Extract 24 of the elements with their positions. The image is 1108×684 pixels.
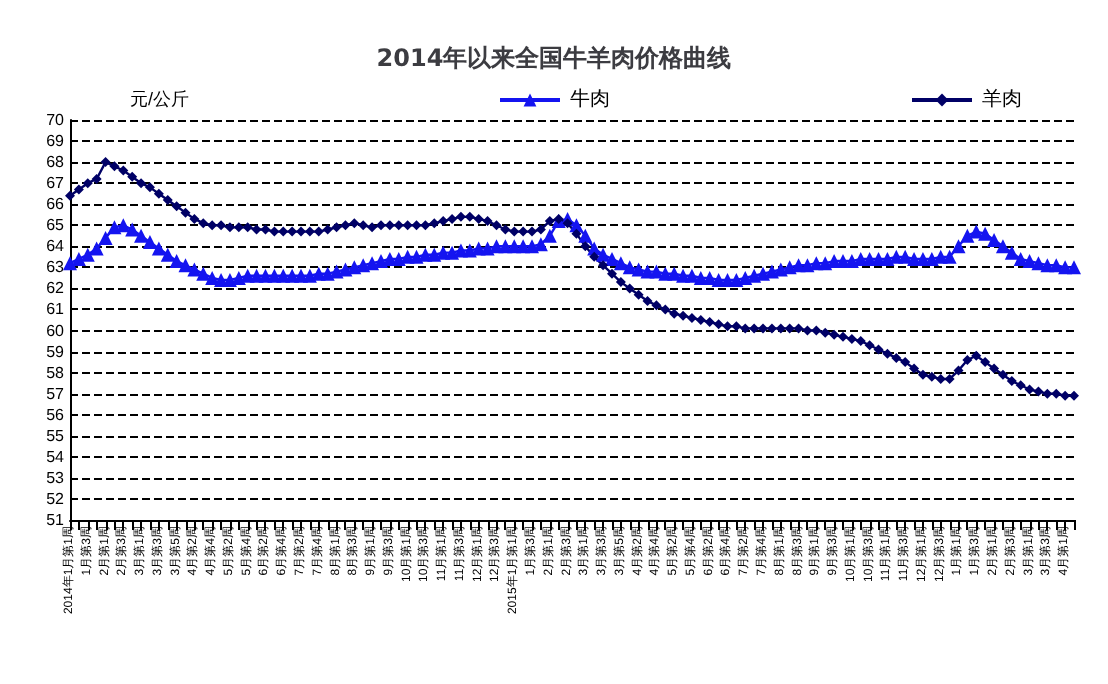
y-tick-label: 68 bbox=[46, 153, 66, 172]
y-tick-label: 60 bbox=[46, 321, 66, 340]
y-tick-label: 63 bbox=[46, 258, 66, 277]
y-tick-label: 65 bbox=[46, 216, 66, 235]
y-tick-label: 59 bbox=[46, 342, 66, 361]
y-tick-label: 55 bbox=[46, 426, 66, 445]
y-tick-label: 62 bbox=[46, 279, 66, 298]
legend-label: 羊肉 bbox=[982, 87, 1022, 111]
y-tick-label: 57 bbox=[46, 384, 66, 403]
y-tick-label: 69 bbox=[46, 132, 66, 151]
chart-title: 2014年以来全国牛羊肉价格曲线 bbox=[376, 44, 732, 72]
y-tick-label: 56 bbox=[46, 405, 66, 424]
legend-label: 牛肉 bbox=[570, 87, 610, 111]
y-tick-label: 58 bbox=[46, 363, 66, 382]
y-tick-label: 70 bbox=[46, 111, 66, 129]
y-tick-label: 64 bbox=[46, 237, 66, 256]
y-tick-label: 53 bbox=[46, 468, 66, 487]
y-tick-label: 61 bbox=[46, 300, 66, 319]
y-tick-label: 51 bbox=[46, 511, 66, 529]
y-tick-label: 54 bbox=[46, 447, 66, 466]
y-axis-title: 元/公斤 bbox=[130, 89, 190, 109]
y-tick-label: 52 bbox=[46, 489, 66, 508]
y-tick-label: 66 bbox=[46, 195, 66, 214]
y-tick-label: 67 bbox=[46, 174, 66, 193]
